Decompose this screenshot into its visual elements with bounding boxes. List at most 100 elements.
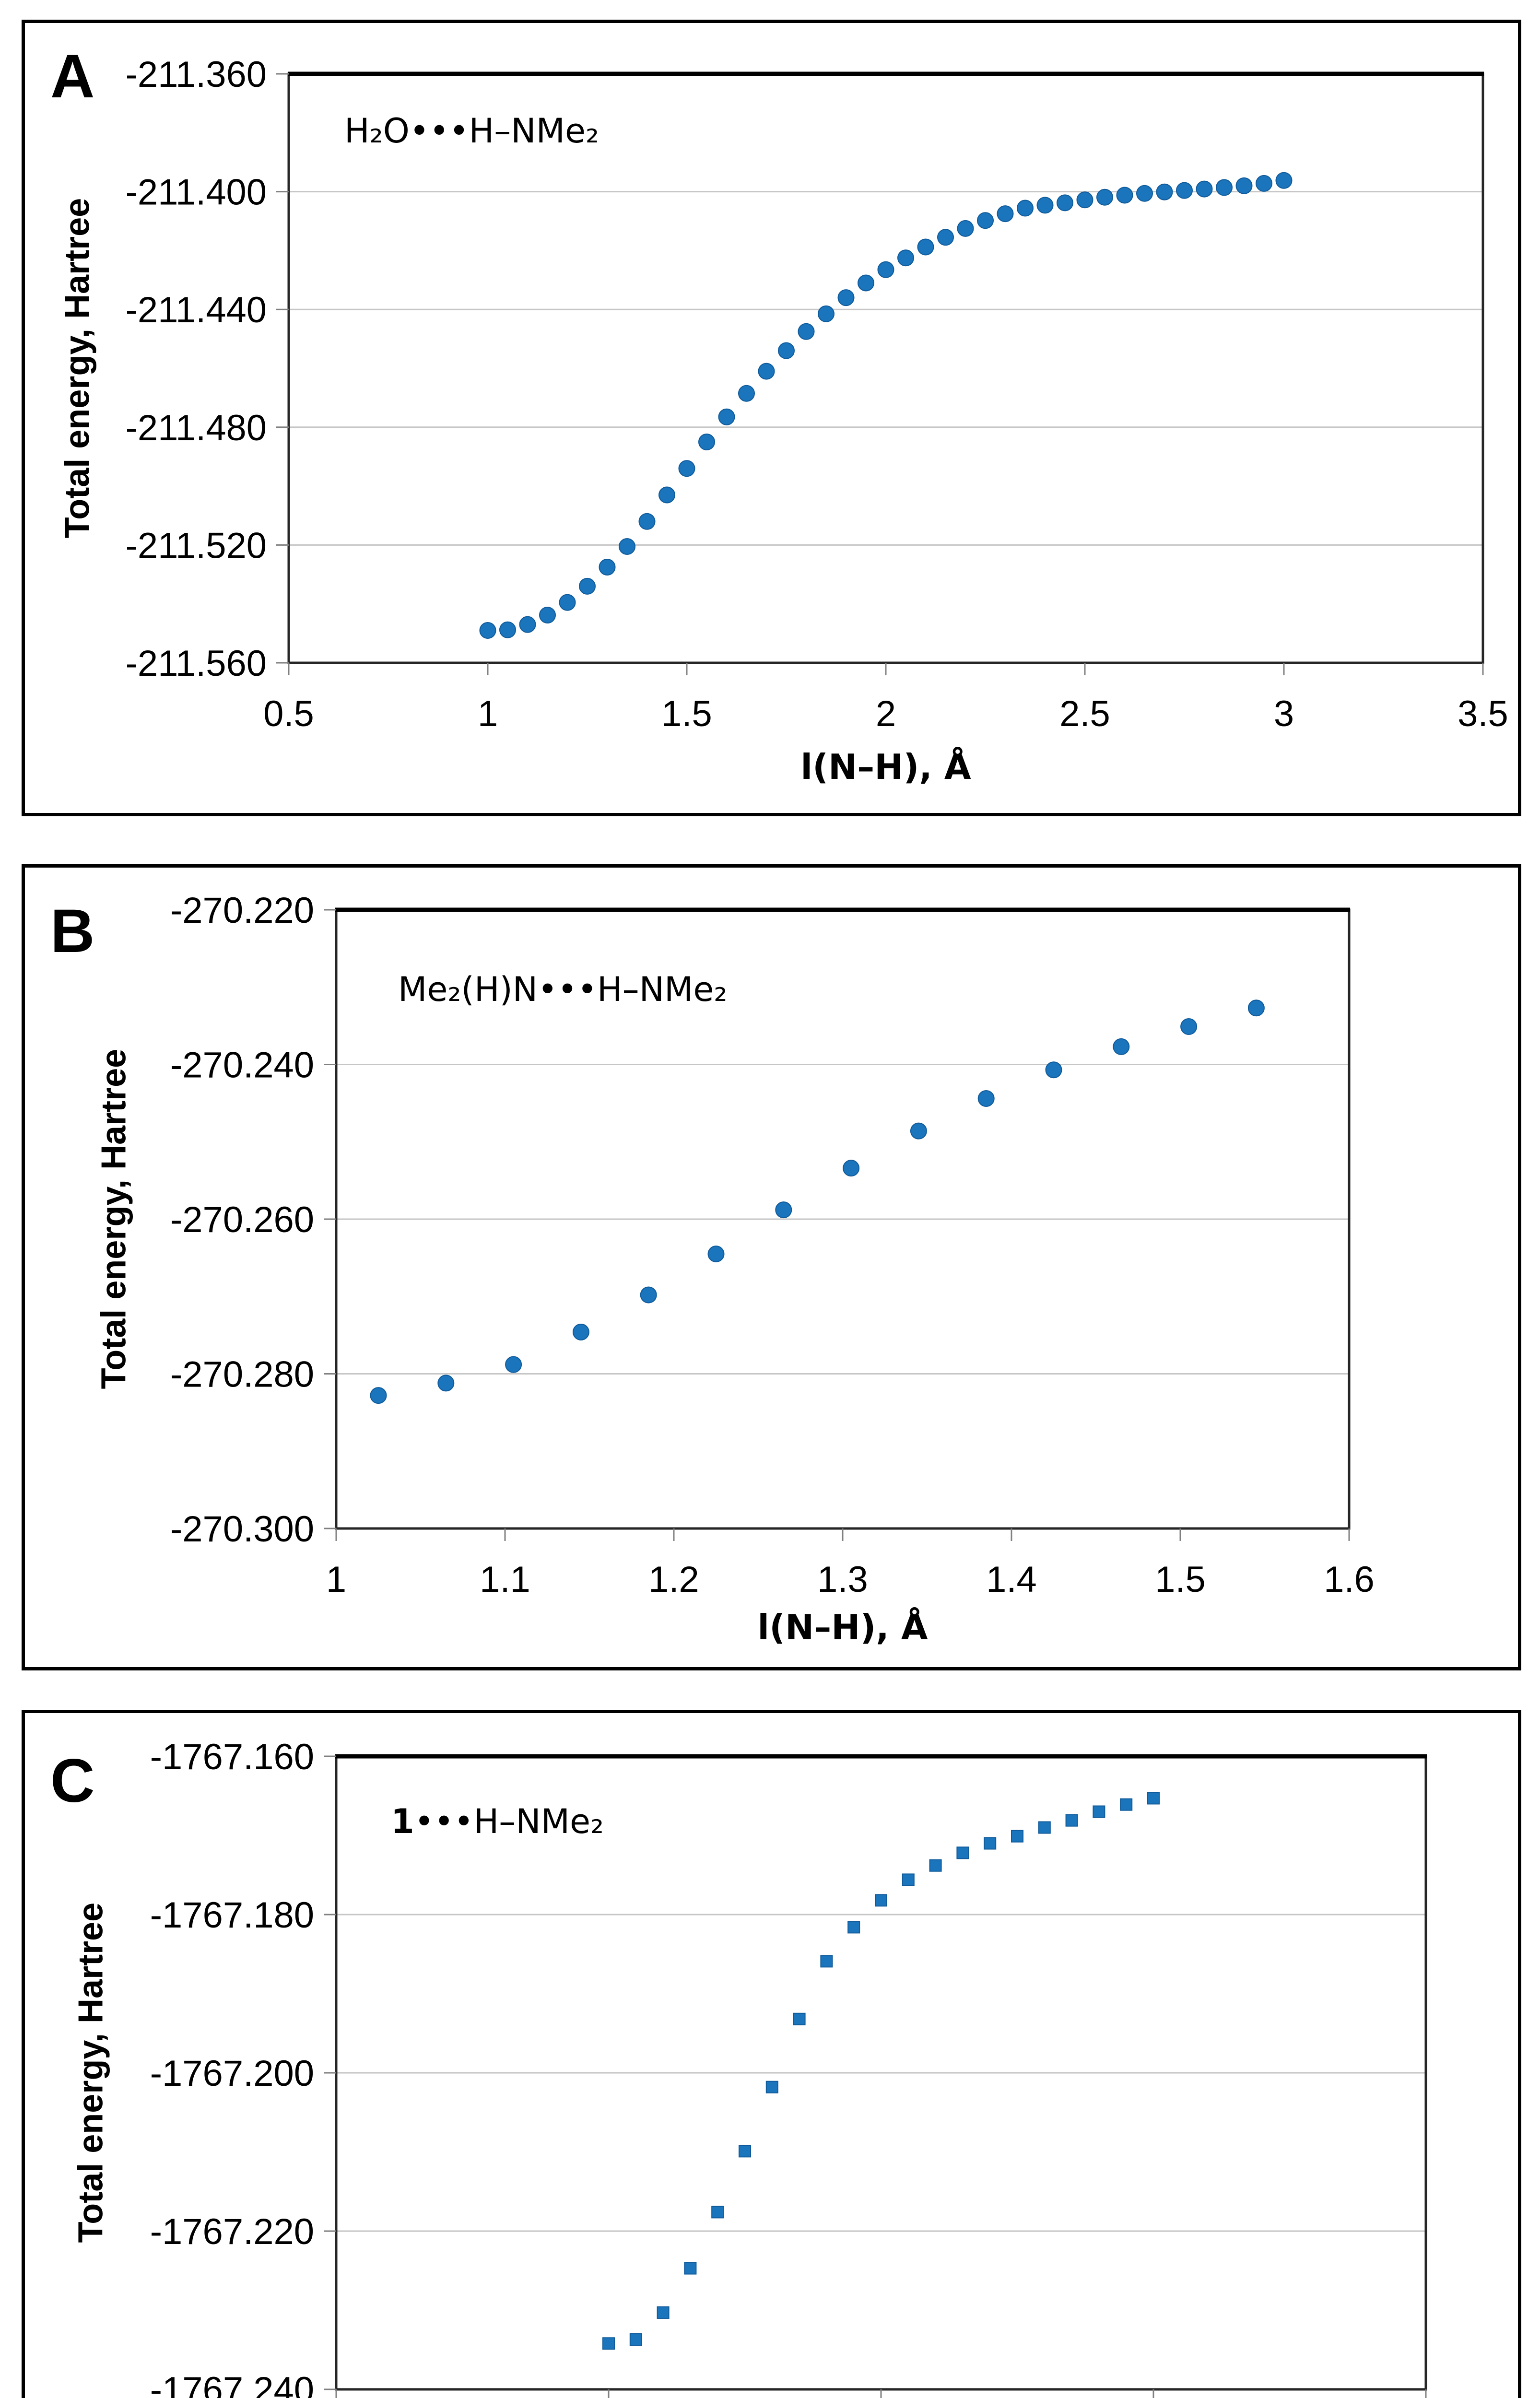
- chart-title-a-main: H₂O•••H–NMe₂: [344, 111, 600, 151]
- data-point: [798, 323, 815, 340]
- data-point: [678, 460, 695, 477]
- data-point: [1196, 180, 1213, 198]
- y-tick-label: -1767.240: [150, 2370, 314, 2398]
- x-tick-label: 1.3: [817, 1559, 868, 1600]
- y-tick-label: -211.400: [126, 172, 267, 213]
- data-point: [629, 2333, 642, 2346]
- data-point: [479, 622, 496, 639]
- data-point: [997, 205, 1014, 223]
- data-point: [707, 1246, 725, 1263]
- panel-a-frame: [22, 20, 1521, 816]
- data-point: [619, 538, 635, 555]
- x-tick-label: 2.5: [1059, 694, 1110, 734]
- data-point: [1065, 1814, 1078, 1827]
- data-point: [858, 274, 874, 292]
- data-point: [602, 2337, 615, 2350]
- data-point: [1038, 1821, 1051, 1834]
- chart-title-b-main: Me₂(H)N•••H–NMe₂: [398, 970, 728, 1009]
- data-point: [1011, 1830, 1023, 1843]
- x-tick-label: 2: [876, 694, 896, 734]
- data-point: [1216, 179, 1233, 196]
- data-point: [929, 1859, 942, 1872]
- x-tick-label: 1.5: [661, 694, 712, 734]
- data-point: [739, 2145, 751, 2158]
- data-point: [539, 607, 556, 624]
- data-point: [977, 1090, 995, 1107]
- y-axis-title-c: Total energy, Hartree: [71, 1902, 110, 2243]
- data-point: [820, 1955, 833, 1968]
- data-point: [1247, 999, 1265, 1017]
- data-point: [957, 220, 974, 237]
- data-point: [1017, 200, 1034, 217]
- data-point: [910, 1122, 927, 1140]
- chart-title-c: 1•••H–NMe₂: [391, 1803, 604, 1840]
- y-tick-label: -270.300: [170, 1509, 314, 1550]
- y-tick-label: -211.520: [126, 525, 267, 566]
- data-point: [1057, 194, 1073, 212]
- data-point: [599, 558, 616, 576]
- chart-title-b: Me₂(H)N•••H–NMe₂: [398, 971, 728, 1008]
- data-point: [718, 408, 735, 425]
- data-point: [758, 363, 775, 380]
- data-point: [843, 1160, 860, 1177]
- y-tick-label: -270.260: [170, 1199, 314, 1240]
- y-axis-title-a: Total energy, Hartree: [58, 198, 97, 539]
- x-tick-label: 1.5: [1155, 1559, 1206, 1600]
- data-point: [1093, 1805, 1105, 1818]
- y-tick-label: -211.480: [126, 408, 267, 448]
- data-point: [984, 1837, 997, 1850]
- y-tick-label: -270.280: [170, 1354, 314, 1395]
- y-tick-label: -1767.200: [150, 2053, 314, 2094]
- panel-letter-a: A: [50, 42, 95, 111]
- data-point: [1156, 183, 1173, 200]
- data-point: [738, 385, 755, 402]
- chart-title-c-bold: 1: [391, 1802, 414, 1841]
- y-tick-label: -211.560: [126, 643, 267, 684]
- x-tick-label: 3.5: [1458, 694, 1508, 734]
- data-point: [505, 1356, 522, 1373]
- data-point: [897, 249, 914, 267]
- panel-letter-b: B: [50, 897, 95, 965]
- data-point: [437, 1375, 455, 1392]
- data-point: [1036, 197, 1054, 214]
- x-tick-label: 3: [1274, 694, 1294, 734]
- data-point: [902, 1873, 915, 1886]
- data-point: [977, 212, 994, 229]
- data-point: [499, 621, 516, 638]
- data-point: [1180, 1018, 1198, 1035]
- data-point: [1275, 172, 1293, 189]
- data-point: [519, 616, 536, 633]
- data-point: [658, 486, 675, 504]
- data-point: [793, 2012, 806, 2025]
- data-point: [1076, 191, 1093, 209]
- data-point: [917, 238, 934, 256]
- data-point: [847, 1921, 860, 1934]
- y-tick-label: -1767.220: [150, 2211, 314, 2252]
- panel-c-frame: [22, 1710, 1521, 2398]
- data-point: [837, 289, 855, 306]
- x-axis-title-b: l(N–H), Å: [757, 1607, 928, 1647]
- data-point: [875, 1894, 887, 1907]
- chart-title-c-main: •••H–NMe₂: [414, 1802, 604, 1841]
- panel-letter-c: C: [50, 1747, 95, 1815]
- data-point: [1116, 187, 1133, 204]
- data-point: [711, 2206, 724, 2219]
- data-point: [1176, 182, 1193, 199]
- data-point: [778, 342, 795, 359]
- data-point: [579, 577, 596, 595]
- y-tick-label: -211.440: [126, 290, 267, 330]
- x-tick-label: 1.1: [480, 1559, 530, 1600]
- data-point: [1096, 188, 1113, 206]
- data-point: [559, 594, 576, 611]
- y-tick-label: -270.220: [170, 890, 314, 931]
- x-axis-title-a: l(N–H), Å: [800, 747, 971, 787]
- data-point: [657, 2306, 670, 2319]
- data-point: [818, 305, 835, 322]
- data-point: [956, 1846, 969, 1859]
- data-point: [1113, 1038, 1130, 1055]
- data-point: [684, 2262, 697, 2275]
- data-point: [698, 434, 715, 450]
- data-point: [1147, 1792, 1160, 1805]
- data-point: [370, 1387, 387, 1404]
